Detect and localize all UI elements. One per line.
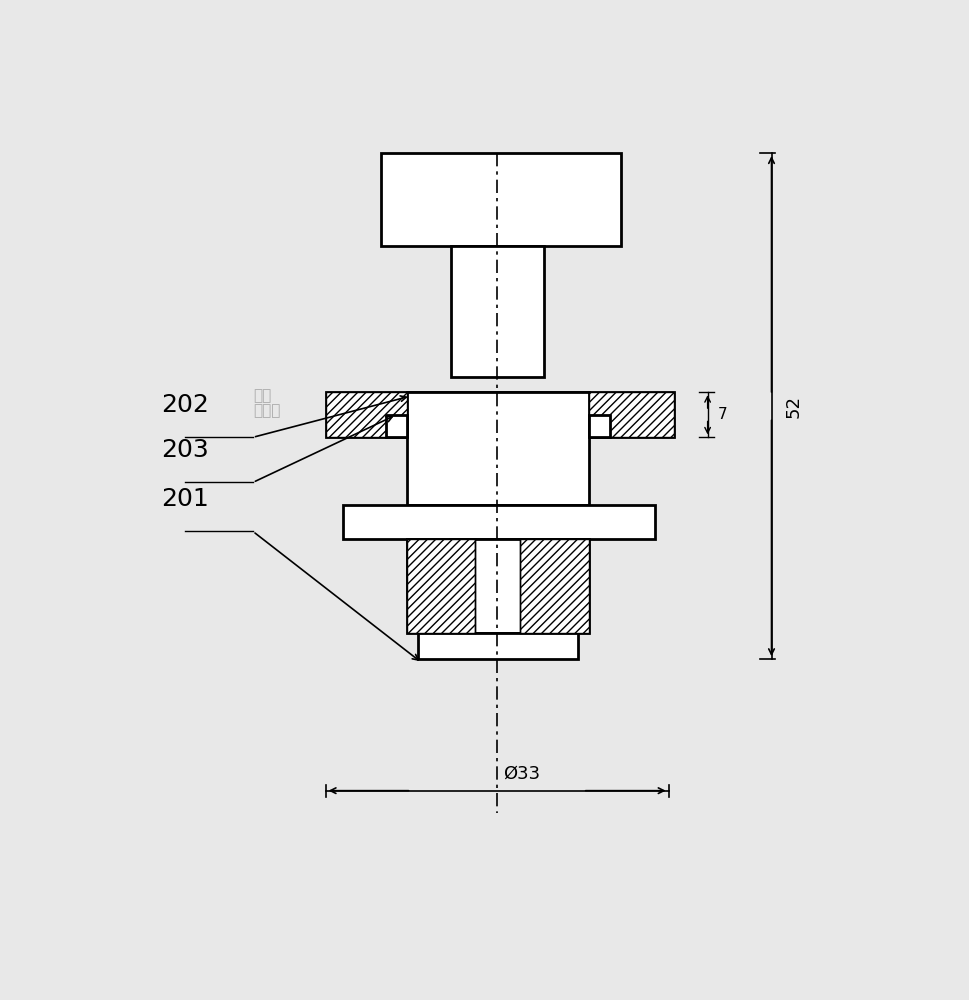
Text: 201: 201 [161,487,208,511]
Text: Ø33: Ø33 [503,765,540,783]
Polygon shape [326,392,407,437]
FancyBboxPatch shape [343,505,654,539]
Text: 203: 203 [161,438,208,462]
Text: 密封面: 密封面 [253,404,280,419]
FancyBboxPatch shape [386,415,407,437]
Polygon shape [407,539,474,633]
Polygon shape [547,539,588,599]
FancyBboxPatch shape [380,153,620,246]
Text: 焊点: 焊点 [253,388,270,403]
FancyBboxPatch shape [418,633,577,659]
FancyBboxPatch shape [326,392,673,437]
Text: 7: 7 [717,407,727,422]
FancyBboxPatch shape [407,539,588,633]
Polygon shape [588,392,673,437]
FancyBboxPatch shape [450,246,544,377]
FancyBboxPatch shape [407,392,588,505]
Text: 52: 52 [784,395,802,418]
Polygon shape [407,539,448,599]
Polygon shape [519,539,588,633]
FancyBboxPatch shape [588,415,610,437]
Text: 202: 202 [161,393,209,417]
